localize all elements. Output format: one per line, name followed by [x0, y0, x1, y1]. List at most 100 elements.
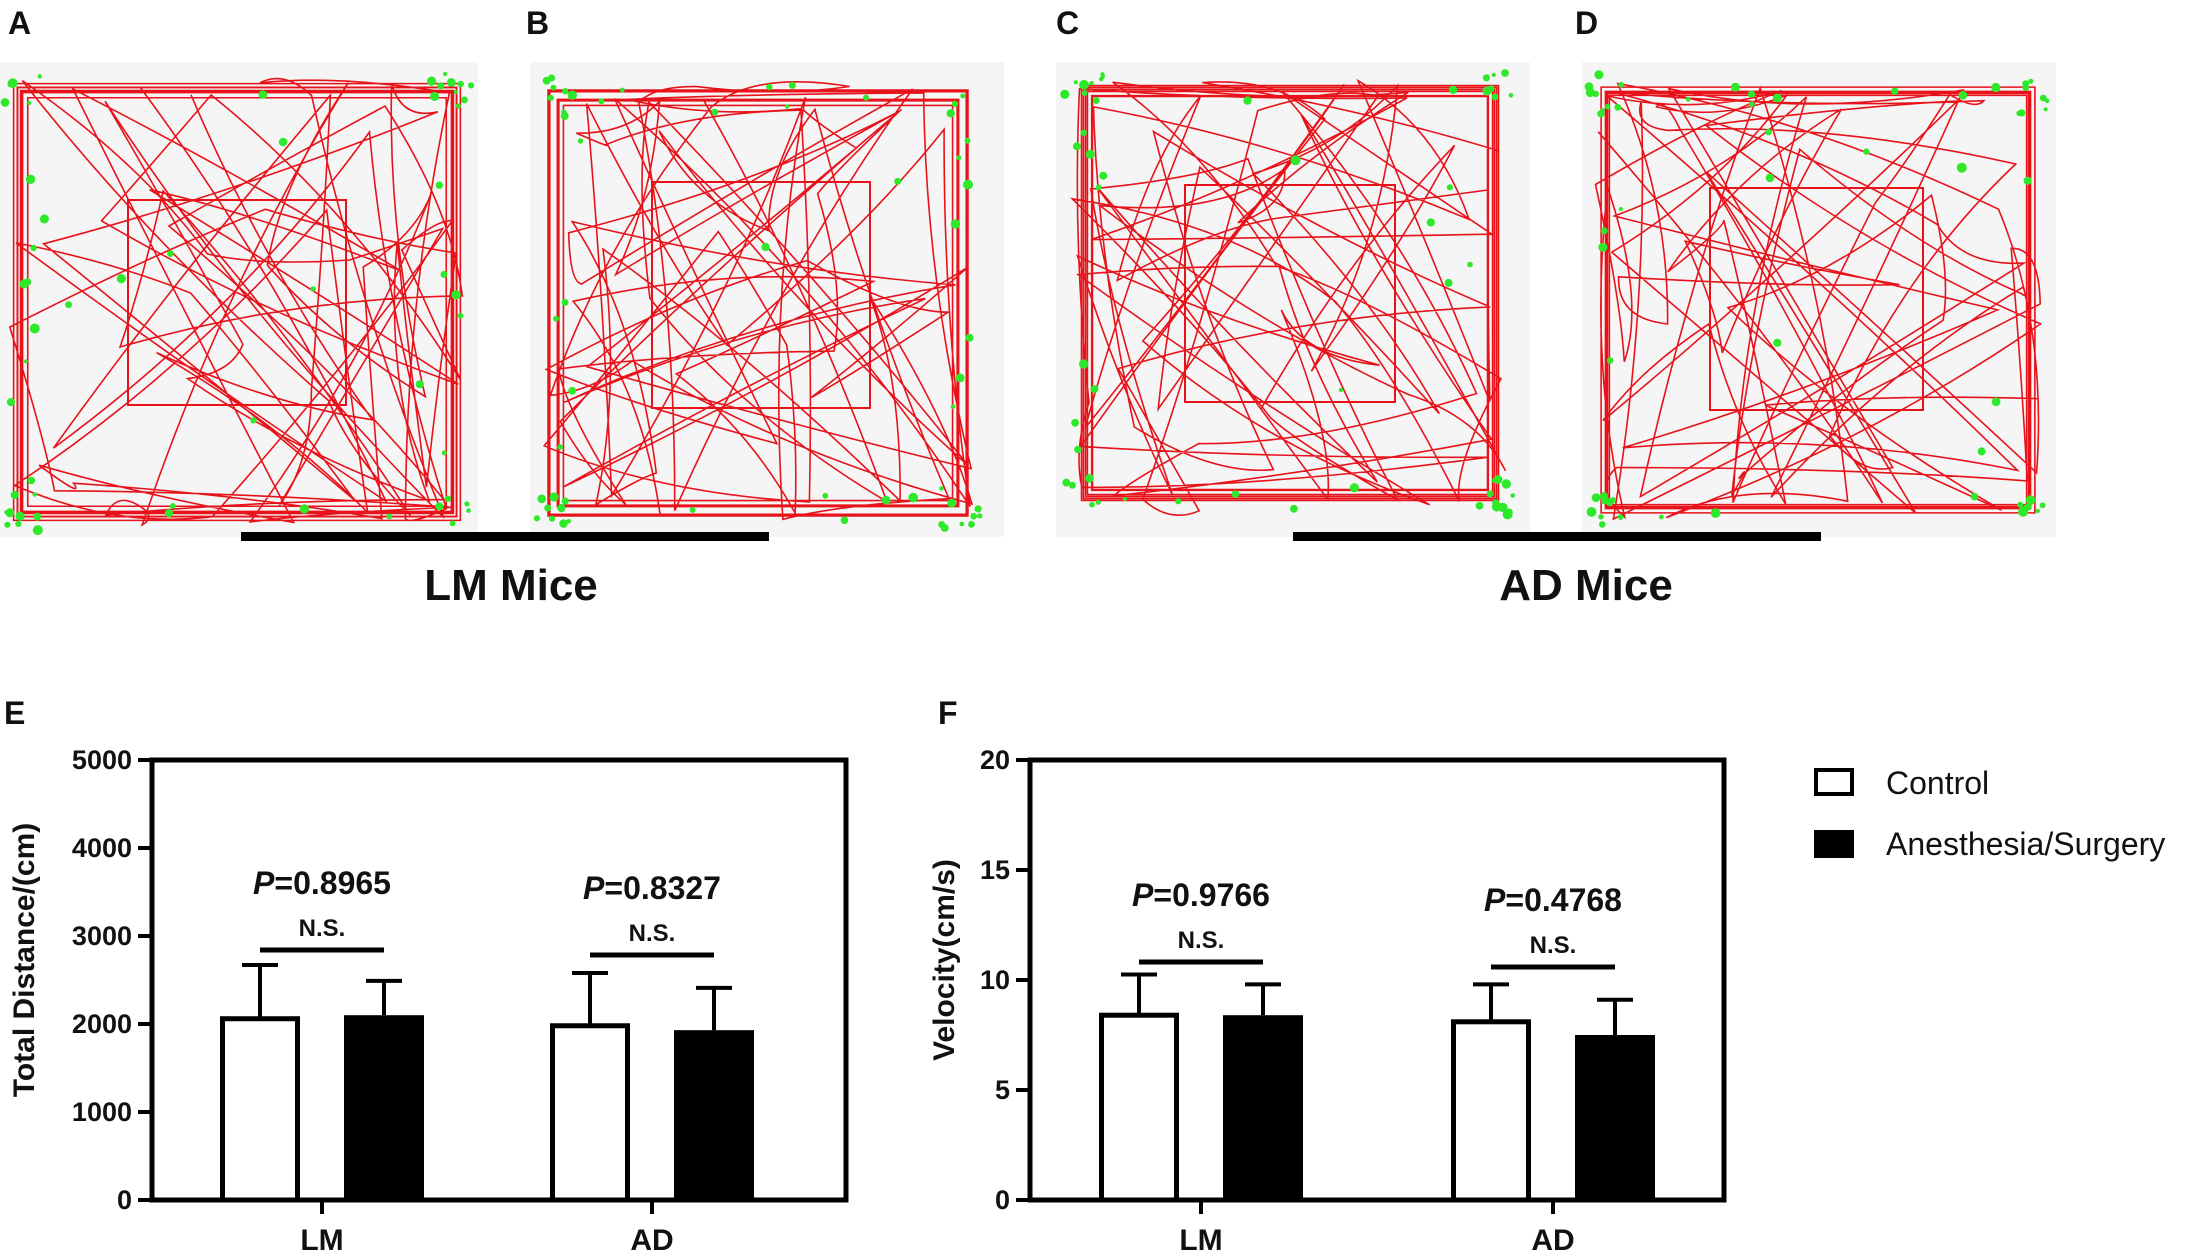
stop-marker — [950, 404, 956, 409]
stop-marker — [435, 181, 443, 189]
stop-marker — [557, 444, 563, 450]
stop-marker — [29, 323, 40, 334]
stop-marker — [947, 498, 957, 508]
stop-marker — [466, 508, 471, 513]
stop-marker — [1074, 445, 1082, 454]
stop-marker — [116, 274, 126, 284]
stop-marker — [1606, 357, 1614, 364]
stop-marker — [1501, 69, 1509, 77]
stop-marker — [561, 497, 569, 505]
stop-marker — [1448, 85, 1458, 95]
stop-marker — [568, 386, 577, 395]
stop-marker — [1594, 70, 1604, 80]
panel-letter-e: E — [4, 695, 25, 731]
p-value-label: P=0.9766 — [1132, 877, 1270, 913]
stop-marker — [455, 103, 461, 109]
stop-marker — [1349, 483, 1359, 493]
stop-marker — [441, 450, 447, 456]
arena-background — [1056, 62, 1530, 537]
chart-velocity: Velocity(cm/s) 0 5 10 15 20 LM N.S. P=0.9766 AD N… — [928, 745, 1727, 1257]
stop-marker — [840, 516, 849, 525]
chart-e-y-axis-title: Total Distance/(cm) — [8, 823, 41, 1098]
track-plot-ad-control — [1056, 62, 1530, 537]
stop-marker — [1773, 338, 1782, 347]
stop-marker — [1079, 359, 1089, 369]
stop-marker — [1467, 261, 1473, 268]
stop-marker — [863, 94, 870, 101]
stop-marker — [1486, 490, 1494, 498]
stop-marker — [619, 87, 625, 93]
stop-marker — [577, 138, 584, 144]
stop-marker — [547, 94, 554, 102]
stop-marker — [1599, 521, 1606, 528]
stop-marker — [689, 507, 696, 513]
panel-letter-b: B — [526, 5, 549, 41]
stop-marker — [1493, 475, 1503, 484]
x-category-label: AD — [630, 1224, 673, 1257]
chart-total-distance: Total Distance/(cm) 0 1000 2000 3000 4000 500… — [8, 745, 849, 1257]
track-plot-lm-surgery — [530, 62, 1004, 537]
stop-marker — [1072, 142, 1081, 151]
stop-marker — [2028, 78, 2034, 84]
stop-marker — [27, 476, 36, 485]
stop-marker — [1071, 418, 1079, 427]
stop-marker — [557, 504, 566, 513]
panel-letter-f: F — [938, 695, 958, 731]
stop-marker — [567, 90, 577, 100]
stop-marker — [1505, 508, 1513, 517]
stop-marker — [446, 78, 456, 87]
panel-letter-c: C — [1056, 5, 1079, 41]
stop-marker — [1085, 149, 1095, 159]
stop-marker — [1730, 82, 1740, 92]
y-tick-label: 4000 — [72, 833, 132, 863]
panel-letter-a: A — [8, 5, 31, 41]
stop-marker — [938, 521, 946, 528]
stop-marker — [1175, 498, 1182, 505]
stop-marker — [1600, 108, 1605, 113]
stop-marker — [1659, 514, 1664, 520]
y-tick-label: 10 — [980, 965, 1010, 995]
stop-marker — [547, 74, 556, 82]
legend-control-label: Control — [1886, 765, 1989, 801]
stop-marker — [1598, 242, 1608, 252]
movement-track — [8, 77, 464, 527]
stop-marker — [33, 512, 42, 521]
stop-marker — [822, 492, 829, 499]
stop-marker — [1991, 397, 2001, 407]
bar-surgery — [1223, 1015, 1303, 1200]
stop-marker — [1100, 72, 1105, 77]
stop-marker — [598, 98, 605, 105]
y-tick-label: 2000 — [72, 1009, 132, 1039]
stop-marker — [950, 219, 961, 229]
stop-marker — [1592, 90, 1600, 98]
stop-marker — [1482, 74, 1490, 82]
stop-marker — [468, 82, 475, 89]
stop-marker — [32, 492, 37, 497]
stop-marker — [435, 502, 444, 511]
stop-marker — [1991, 82, 2001, 93]
ad-group-bar — [1293, 532, 1821, 541]
panel-letter-d: D — [1575, 5, 1598, 41]
stop-marker — [784, 104, 790, 109]
stop-marker — [1586, 507, 1597, 517]
stop-marker — [1765, 173, 1775, 183]
stop-marker — [1498, 502, 1508, 513]
stop-marker — [30, 244, 37, 252]
stop-marker — [1069, 481, 1076, 489]
stop-marker — [386, 513, 393, 520]
stop-marker — [946, 109, 955, 118]
stop-marker — [533, 515, 541, 522]
stop-marker — [951, 100, 959, 108]
stop-marker — [964, 137, 971, 144]
y-tick-label: 0 — [995, 1185, 1010, 1215]
chart-f-y-axis-title: Velocity(cm/s) — [928, 859, 961, 1061]
stop-marker — [1891, 87, 1899, 96]
stop-marker — [1290, 504, 1298, 513]
stop-marker — [457, 80, 464, 88]
y-tick-label: 5 — [995, 1075, 1010, 1105]
stop-marker — [1685, 96, 1691, 102]
p-value-label: P=0.8965 — [253, 865, 391, 901]
stop-marker — [299, 504, 310, 514]
x-category-label: LM — [1179, 1224, 1222, 1257]
stop-marker — [1510, 493, 1515, 498]
